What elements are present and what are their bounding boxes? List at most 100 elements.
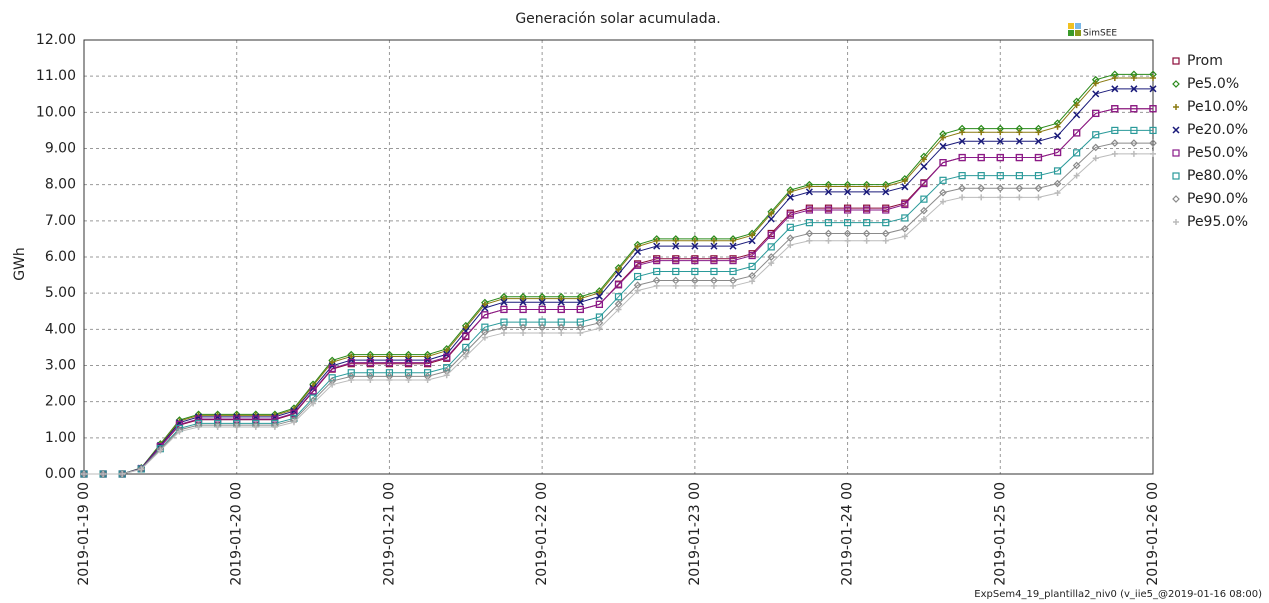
marker	[1053, 179, 1062, 188]
marker	[844, 237, 851, 244]
marker	[920, 179, 928, 188]
marker	[977, 172, 985, 180]
marker	[691, 267, 699, 276]
marker	[863, 219, 871, 227]
marker	[1016, 129, 1023, 136]
footer: ExpSem4_19_plantilla2_niv0 (v_iie5_@2019…	[974, 589, 1262, 600]
y-tick-label: 6.00	[45, 249, 76, 265]
series	[81, 150, 1156, 477]
marker	[424, 376, 431, 383]
marker	[882, 183, 889, 190]
marker	[1092, 90, 1100, 98]
marker	[366, 359, 374, 367]
marker	[672, 282, 679, 289]
series	[80, 139, 1157, 478]
marker	[1016, 194, 1023, 201]
marker	[1034, 172, 1043, 180]
marker	[404, 369, 413, 377]
marker	[691, 257, 699, 265]
marker	[595, 300, 604, 308]
marker	[252, 423, 259, 430]
marker	[786, 223, 794, 231]
marker	[481, 334, 488, 341]
marker	[958, 137, 966, 145]
marker	[882, 206, 890, 214]
y-tick-label: 3.00	[45, 358, 76, 374]
marker	[595, 292, 603, 300]
marker	[940, 198, 947, 205]
marker	[1111, 74, 1118, 81]
marker	[768, 260, 775, 267]
marker	[805, 206, 813, 214]
marker	[729, 257, 737, 265]
series-line	[84, 108, 1153, 475]
marker	[385, 369, 394, 377]
marker	[138, 466, 145, 473]
logo: SimSEE	[1068, 23, 1117, 39]
marker	[978, 129, 985, 136]
marker	[710, 242, 718, 250]
marker	[405, 353, 412, 360]
marker	[749, 278, 756, 285]
marker	[1054, 123, 1061, 130]
marker	[748, 262, 756, 271]
marker	[805, 188, 813, 196]
marker	[787, 188, 794, 195]
marker	[519, 305, 527, 314]
marker	[538, 305, 546, 314]
marker	[443, 353, 451, 361]
marker	[195, 423, 202, 430]
legend-marker	[1172, 80, 1180, 88]
x-tick-label: 2019-01-25 00	[992, 482, 1008, 586]
marker	[882, 188, 890, 196]
marker	[863, 188, 871, 196]
marker	[977, 184, 986, 193]
marker	[100, 471, 107, 477]
legend-label: Prom	[1187, 53, 1223, 69]
legend-label: Pe20.0%	[1187, 122, 1248, 138]
marker	[958, 184, 966, 193]
marker	[882, 219, 890, 227]
legend-label: Pe5.0%	[1187, 76, 1239, 92]
y-tick-label: 2.00	[45, 394, 76, 410]
marker	[290, 409, 298, 417]
marker	[729, 267, 737, 276]
marker	[996, 172, 1004, 180]
marker	[1073, 149, 1081, 157]
marker	[1111, 150, 1118, 157]
marker	[558, 295, 565, 302]
marker	[1072, 161, 1081, 170]
marker	[958, 172, 966, 180]
marker	[920, 206, 928, 215]
x-tick-label: 2019-01-21 00	[381, 482, 397, 586]
marker	[672, 257, 680, 265]
marker	[844, 183, 851, 190]
marker	[614, 293, 623, 301]
marker	[1035, 129, 1042, 136]
marker	[633, 272, 642, 281]
marker	[81, 471, 87, 477]
marker	[462, 353, 469, 360]
chart-title: Generación solar acumulada.	[515, 11, 720, 27]
legend-label: Pe95.0%	[1187, 214, 1248, 230]
marker	[634, 287, 641, 294]
marker	[367, 376, 374, 383]
logo-square	[1075, 23, 1081, 29]
marker	[1053, 167, 1062, 175]
marker	[481, 301, 488, 308]
marker	[520, 295, 527, 302]
marker	[1054, 132, 1062, 140]
marker	[940, 134, 947, 141]
marker	[367, 353, 374, 360]
marker	[1130, 74, 1137, 81]
marker	[119, 471, 126, 477]
marker	[328, 364, 336, 372]
marker	[920, 156, 927, 163]
marker	[959, 129, 966, 136]
marker	[863, 206, 871, 214]
marker	[309, 387, 317, 395]
marker	[424, 353, 431, 360]
marker	[939, 176, 947, 184]
marker	[1015, 153, 1023, 162]
